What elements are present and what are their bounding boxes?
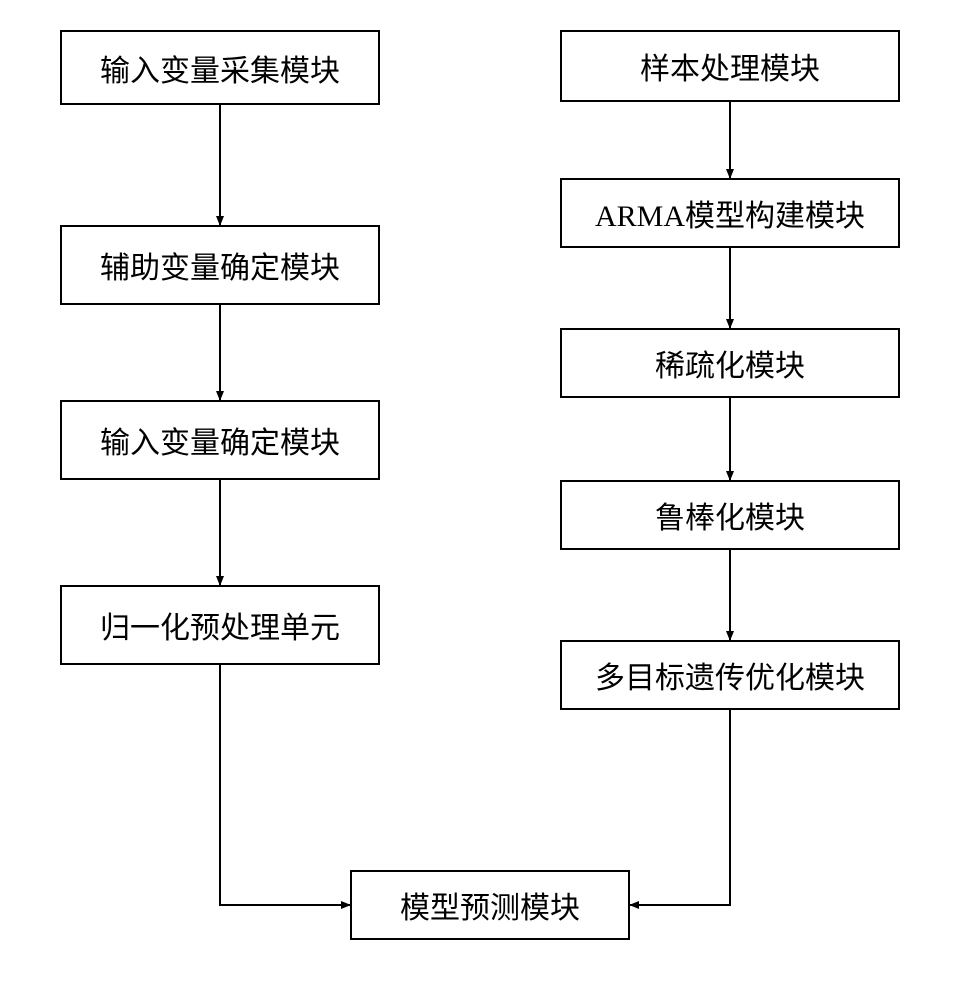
- box-left2: 辅助变量确定模块: [60, 225, 380, 305]
- box-label: 稀疏化模块: [655, 341, 805, 385]
- box-label: ARMA模型构建模块: [595, 191, 865, 235]
- box-left1: 输入变量采集模块: [60, 30, 380, 105]
- box-label: 样本处理模块: [640, 44, 820, 88]
- box-right3: 稀疏化模块: [560, 328, 900, 398]
- box-label: 输入变量确定模块: [100, 418, 340, 462]
- box-label: 辅助变量确定模块: [100, 243, 340, 287]
- box-label: 归一化预处理单元: [100, 603, 340, 647]
- box-label: 模型预测模块: [400, 883, 580, 927]
- box-right1: 样本处理模块: [560, 30, 900, 102]
- box-label: 输入变量采集模块: [100, 46, 340, 90]
- box-label: 多目标遗传优化模块: [595, 653, 865, 697]
- box-right5: 多目标遗传优化模块: [560, 640, 900, 710]
- box-right2: ARMA模型构建模块: [560, 178, 900, 248]
- arrow-left4-to-bottom: [220, 665, 350, 905]
- box-right4: 鲁棒化模块: [560, 480, 900, 550]
- arrow-right5-to-bottom: [630, 710, 730, 905]
- box-label: 鲁棒化模块: [655, 493, 805, 537]
- box-bottom: 模型预测模块: [350, 870, 630, 940]
- box-left4: 归一化预处理单元: [60, 585, 380, 665]
- box-left3: 输入变量确定模块: [60, 400, 380, 480]
